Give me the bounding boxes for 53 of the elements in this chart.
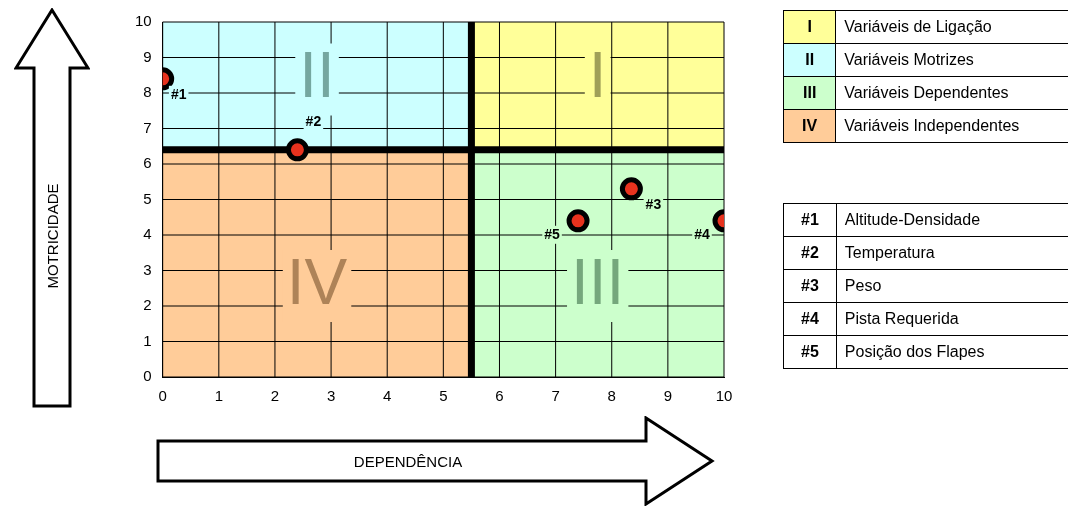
annotation: III <box>571 245 625 318</box>
text: #4 <box>801 310 819 327</box>
y-tick-label: 7 <box>143 118 152 136</box>
x-tick-label: 10 <box>715 387 733 405</box>
annotation: IV <box>286 245 348 318</box>
x-tick-label: 3 <box>326 387 336 405</box>
y-tick-label: 4 <box>143 225 152 243</box>
annotation: I <box>588 39 607 112</box>
y-tick-label: 2 <box>143 296 152 314</box>
text: IV <box>802 117 818 134</box>
x-tick-label: 9 <box>663 387 673 405</box>
text: #1 <box>801 211 819 228</box>
x-axis-title: DEPENDÊNCIA <box>353 452 463 470</box>
annotation: #2 <box>305 112 322 129</box>
text: II <box>805 51 815 68</box>
text: Variáveis Independentes <box>835 109 1068 143</box>
text: Temperatura <box>836 236 1068 270</box>
text: #2 <box>801 244 819 261</box>
text: I <box>807 18 812 35</box>
text: Pista Requerida <box>836 302 1068 336</box>
annotation: #3 <box>645 195 662 212</box>
annotation: #5 <box>544 225 561 242</box>
y-tick-label: 10 <box>135 12 152 30</box>
y-axis-title: MOTRICIDADE <box>43 183 61 289</box>
annotation: #1 <box>170 85 187 102</box>
text: #5 <box>801 343 819 360</box>
text: Variáveis Dependentes <box>835 76 1068 110</box>
y-tick-label: 6 <box>143 154 152 172</box>
point <box>619 177 643 201</box>
text: Variáveis Motrizes <box>835 43 1068 77</box>
text: III <box>803 84 817 101</box>
x-tick-label: 4 <box>383 387 392 405</box>
text: Variáveis de Ligação <box>835 10 1068 44</box>
x-tick-label: 5 <box>439 387 448 405</box>
y-tick-label: 0 <box>143 367 152 385</box>
x-tick-label: 2 <box>270 387 280 405</box>
y-tick-label: 8 <box>143 83 152 101</box>
x-tick-label: 1 <box>214 387 223 405</box>
text: Posição dos Flapes <box>836 335 1068 369</box>
annotation: #4 <box>694 225 710 242</box>
text: Altitude-Densidade <box>836 203 1068 237</box>
x-tick-label: 8 <box>607 387 616 405</box>
y-tick-label: 3 <box>143 260 152 278</box>
y-tick-label: 9 <box>143 47 152 65</box>
y-tick-label: 1 <box>143 331 152 349</box>
text: #3 <box>801 277 819 294</box>
text: Peso <box>836 269 1068 303</box>
x-tick-label: 7 <box>551 387 560 405</box>
annotation: II <box>299 39 335 112</box>
y-tick-label: 5 <box>143 189 152 207</box>
x-tick-label: 6 <box>495 387 504 405</box>
point <box>566 209 590 233</box>
x-tick-label: 0 <box>158 387 167 405</box>
